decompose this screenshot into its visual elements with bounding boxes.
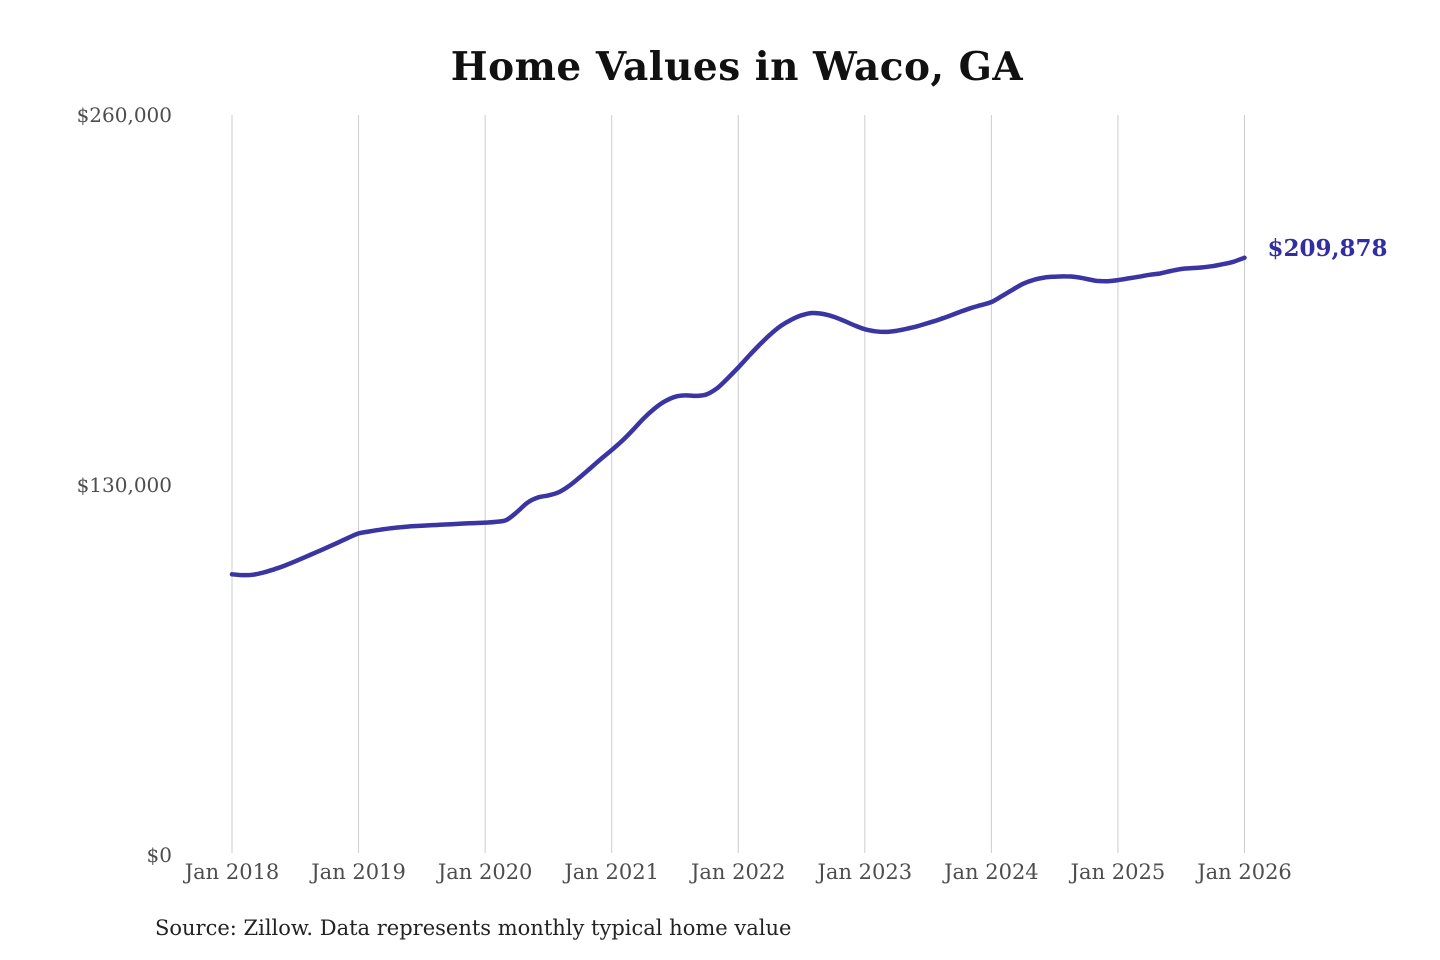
x-tick-label: Jan 2025 — [1069, 860, 1166, 884]
home-value-line — [229, 255, 1247, 578]
x-tick-label: Jan 2022 — [689, 860, 786, 884]
x-tick-label: Jan 2018 — [183, 860, 280, 884]
x-tick-label: Jan 2024 — [942, 860, 1039, 884]
x-tick-label: Jan 2023 — [816, 860, 913, 884]
gridlines — [231, 115, 1245, 853]
x-tick-label: Jan 2019 — [309, 860, 406, 884]
x-tick-label: Jan 2020 — [436, 860, 533, 884]
y-tick-label: $260,000 — [77, 103, 172, 127]
y-tick-label: $0 — [147, 843, 172, 867]
y-axis-labels: $0 $130,000 $260,000 — [77, 103, 172, 867]
x-axis-labels: Jan 2018 Jan 2019 Jan 2020 Jan 2021 Jan 2022… — [183, 860, 1292, 884]
source-note: Source: Zillow. Data represents monthly … — [155, 916, 792, 940]
latest-value-label: $209,878 — [1268, 235, 1388, 262]
x-tick-label: Jan 2021 — [562, 860, 659, 884]
chart-title: Home Values in Waco, GA — [450, 44, 1024, 90]
x-tick-label: Jan 2026 — [1195, 860, 1292, 884]
y-tick-label: $130,000 — [77, 473, 172, 497]
